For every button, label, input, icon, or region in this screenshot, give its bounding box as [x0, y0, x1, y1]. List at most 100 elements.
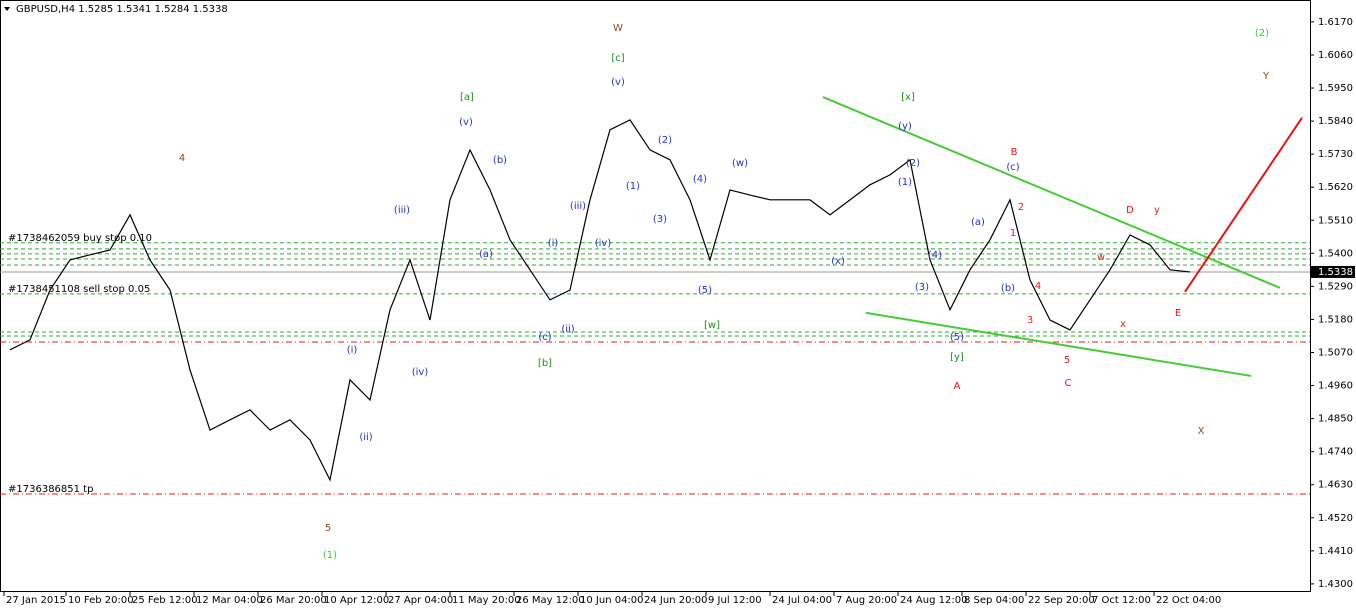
wave-label: [y]: [950, 352, 964, 363]
y-tick-label: 1.5730: [1318, 149, 1353, 160]
wave-label: [b]: [538, 358, 552, 369]
plot-frame: [0, 0, 1311, 592]
x-tick-label: 24 Jun 20:00: [644, 595, 708, 606]
wave-label: (i): [347, 345, 358, 356]
wave-label: (3): [915, 282, 929, 293]
wave-label: (iii): [570, 201, 586, 212]
y-tick-label: 1.4960: [1318, 381, 1353, 392]
wave-label: (v): [611, 77, 625, 88]
wave-label: 5: [1064, 355, 1070, 366]
wave-label: (1): [626, 181, 640, 192]
x-tick-label: 22 Oct 04:00: [1156, 595, 1221, 606]
wave-label: (ii): [561, 324, 574, 335]
x-tick-label: 27 Jan 2015: [6, 595, 66, 606]
wave-label: y: [1154, 205, 1160, 216]
wave-label: E: [1175, 308, 1181, 319]
x-tick-label: 24 Jul 04:00: [772, 595, 832, 606]
wave-label: 4: [179, 153, 185, 164]
wave-label: (ii): [359, 432, 372, 443]
wave-label: (c): [1006, 162, 1019, 173]
wave-label: (a): [479, 249, 493, 260]
y-tick-label: 1.5290: [1318, 281, 1353, 292]
x-tick-label: 11 May 20:00: [452, 595, 521, 606]
wave-label: C: [1065, 378, 1072, 389]
wave-label: 3: [1027, 315, 1033, 326]
wave-label: (3): [653, 214, 667, 225]
y-tick-label: 1.4630: [1318, 480, 1353, 491]
y-tick-label: 1.6170: [1318, 17, 1353, 28]
menu-arrow: [4, 7, 10, 11]
wave-label: 5: [325, 523, 331, 534]
wave-label: (1): [323, 550, 337, 561]
wave-label: D: [1126, 205, 1134, 216]
wave-label: (5): [698, 285, 712, 296]
y-tick-label: 1.5620: [1318, 182, 1353, 193]
wave-label: (4): [928, 250, 942, 261]
wave-label: (b): [493, 155, 507, 166]
y-tick-label: 1.5400: [1318, 248, 1353, 259]
wave-label: (2): [906, 158, 920, 169]
wave-label: (b): [1001, 283, 1015, 294]
order-label: #1738451108 sell stop 0.05: [8, 284, 150, 295]
y-tick-label: 1.4850: [1318, 414, 1353, 425]
x-tick-label: 25 Feb 12:00: [132, 595, 198, 606]
wave-label: A: [954, 381, 961, 392]
y-tick-label: 1.5070: [1318, 347, 1353, 358]
wave-label: Y: [1262, 71, 1270, 82]
x-tick-label: 22 Sep 20:00: [1028, 595, 1095, 606]
wave-label: (iii): [394, 205, 410, 216]
wave-label: (2): [658, 135, 672, 146]
last-price-box: [1311, 265, 1355, 278]
wave-label: W: [613, 23, 623, 34]
wave-label: (a): [971, 217, 985, 228]
wave-label: (iv): [595, 238, 612, 249]
price-line: [9, 119, 1191, 482]
trend-line: [865, 311, 1252, 377]
last-price-label: 1.5338: [1318, 267, 1353, 278]
y-tick-label: 1.4740: [1318, 447, 1353, 458]
wave-label: (w): [732, 158, 748, 169]
wave-label: (1): [898, 177, 912, 188]
wave-label: [x]: [901, 92, 915, 103]
wave-label: 1: [1010, 228, 1016, 239]
chart-title: GBPUSD,H4 1.5285 1.5341 1.5284 1.5338: [16, 4, 228, 15]
y-tick-label: 1.4410: [1318, 546, 1353, 557]
wave-label: x: [1120, 319, 1126, 330]
wave-label: (iv): [412, 367, 429, 378]
wave-label: w: [1097, 252, 1105, 263]
wave-label: [w]: [704, 320, 720, 331]
wave-label: [c]: [611, 53, 624, 64]
wave-label: (v): [459, 117, 473, 128]
x-tick-label: 26 May 12:00: [516, 595, 585, 606]
wave-label: (x): [831, 256, 845, 267]
trend-line: [1184, 117, 1303, 293]
wave-label: B: [1011, 147, 1018, 158]
x-tick-label: 12 Mar 04:00: [196, 595, 263, 606]
wave-label: (4): [693, 174, 707, 185]
x-tick-label: 10 Apr 12:00: [324, 595, 389, 606]
y-tick-label: 1.5510: [1318, 215, 1353, 226]
y-tick-label: 1.5840: [1318, 116, 1353, 127]
x-tick-label: 10 Jun 04:00: [580, 595, 644, 606]
x-tick-label: 7 Aug 20:00: [836, 595, 897, 606]
x-tick-label: 8 Sep 04:00: [964, 595, 1024, 606]
wave-label: (5): [950, 332, 964, 343]
order-label: #1736386851 tp: [8, 484, 93, 495]
order-label: #1738462059 buy stop 0.10: [8, 233, 152, 244]
wave-label: (c): [538, 332, 551, 343]
x-tick-label: 27 Apr 04:00: [388, 595, 453, 606]
x-tick-label: 7 Oct 12:00: [1092, 595, 1151, 606]
y-tick-label: 1.4520: [1318, 513, 1353, 524]
wave-label: X: [1198, 426, 1205, 437]
y-tick-label: 1.4300: [1318, 579, 1353, 590]
wave-label: 4: [1035, 281, 1041, 292]
x-tick-label: 9 Jul 12:00: [708, 595, 762, 606]
wave-label: (y): [898, 121, 912, 132]
x-tick-label: 10 Feb 20:00: [68, 595, 134, 606]
trend-line: [822, 96, 1281, 289]
y-tick-label: 1.5180: [1318, 314, 1353, 325]
wave-label: (2): [1255, 28, 1269, 39]
y-tick-label: 1.6060: [1318, 50, 1353, 61]
wave-label: [a]: [460, 92, 474, 103]
